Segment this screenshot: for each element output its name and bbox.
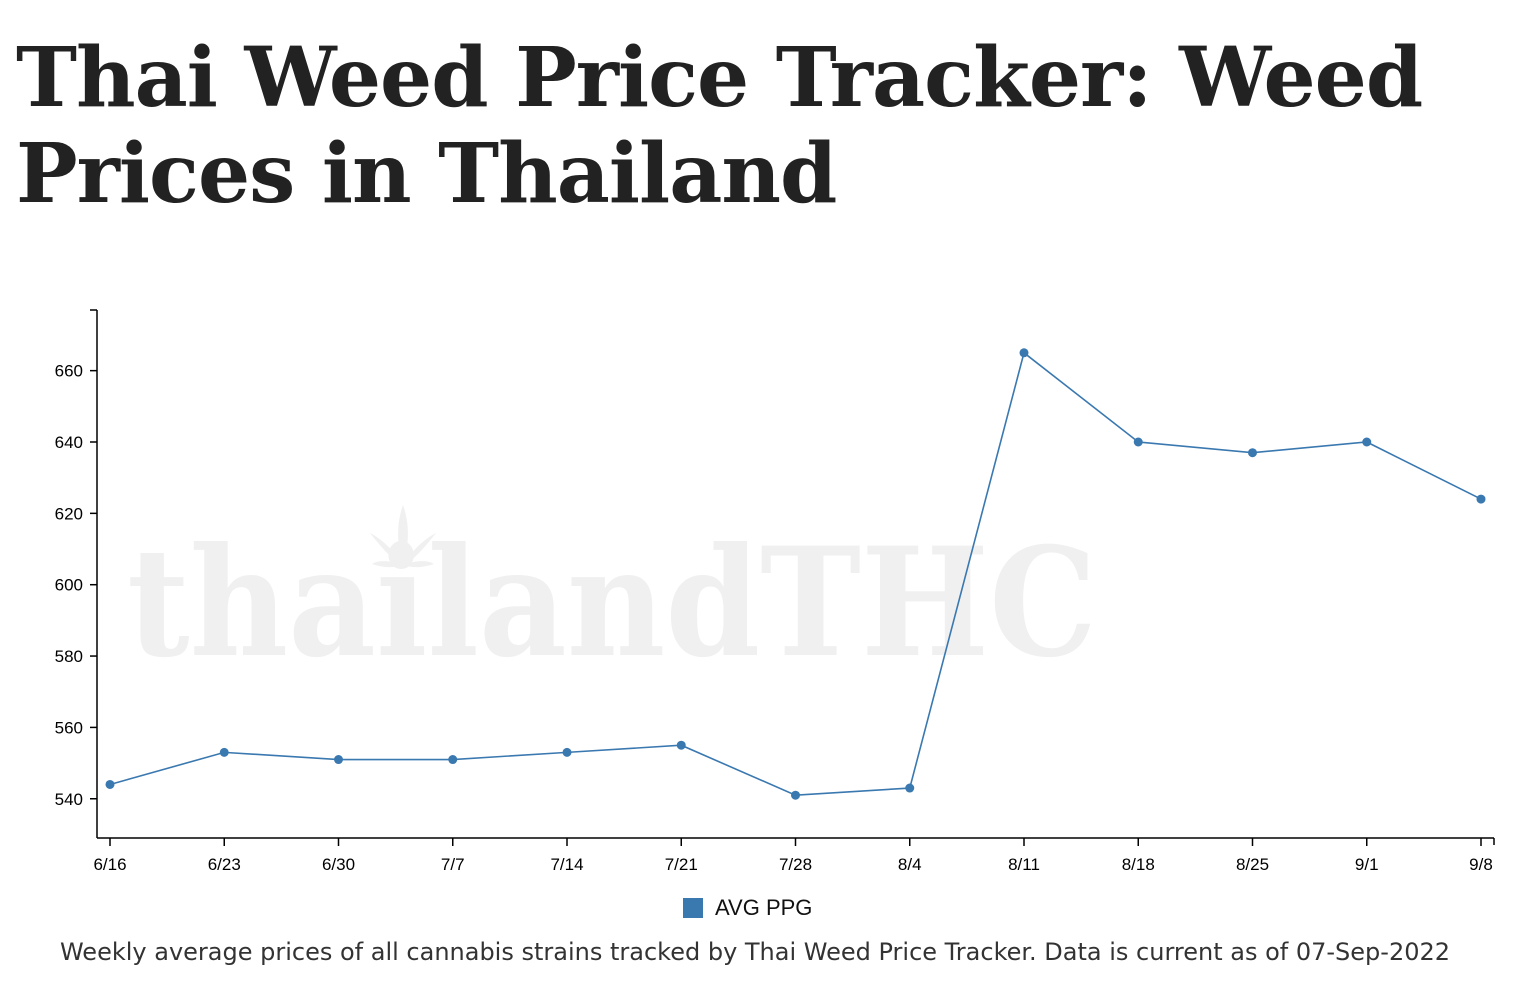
y-tick-label: 580 [55, 647, 83, 666]
y-tick-label: 540 [55, 790, 83, 809]
x-axis: 6/16 6/23 6/30 7/7 7/14 7/21 7/28 8/4 8/11 8/18 8/… [93, 837, 1495, 874]
plot-area [105, 348, 1486, 800]
thailandthc-watermark: thailandTHC [127, 505, 1097, 691]
data-point [1248, 448, 1257, 458]
y-tick-label: 640 [55, 433, 83, 452]
y-tick-label: 600 [55, 576, 83, 595]
data-point [219, 747, 229, 757]
data-point [105, 779, 115, 789]
data-point [1362, 437, 1372, 447]
data-point [562, 747, 572, 757]
page-title: Thai Weed Price Tracker: Weed Prices in … [16, 30, 1423, 222]
x-tick-label: 7/7 [441, 855, 465, 874]
cannabis-leaf-icon [370, 505, 436, 568]
legend-swatch [683, 898, 703, 918]
y-tick-label: 620 [55, 504, 83, 523]
x-tick-label: 6/23 [208, 855, 241, 874]
y-tick-label: 660 [55, 362, 83, 381]
data-point [905, 783, 915, 793]
legend-label: AVG PPG [715, 895, 813, 920]
data-point [1019, 348, 1029, 358]
y-axis: 540 560 580 600 620 640 660 [55, 309, 98, 838]
x-tick-label: 7/14 [550, 855, 583, 874]
data-point [448, 755, 458, 765]
x-tick-label: 9/1 [1355, 855, 1379, 874]
x-tick-label: 6/16 [93, 855, 126, 874]
x-tick-label: 6/30 [322, 855, 355, 874]
x-tick-label: 9/8 [1469, 855, 1493, 874]
data-point [1476, 494, 1486, 504]
watermark-text: thailandTHC [127, 515, 1097, 691]
chart-caption: Weekly average prices of all cannabis st… [59, 938, 1451, 966]
y-tick-label: 560 [55, 718, 83, 737]
data-point [1133, 437, 1143, 447]
x-tick-label: 7/21 [665, 855, 698, 874]
data-point [791, 790, 800, 800]
data-point [334, 755, 343, 765]
x-tick-label: 8/18 [1122, 855, 1155, 874]
legend: AVG PPG [683, 893, 812, 923]
x-tick-label: 8/4 [898, 855, 922, 874]
data-point [676, 740, 686, 750]
x-tick-label: 7/28 [779, 855, 812, 874]
x-tick-label: 8/25 [1236, 855, 1269, 874]
x-tick-label: 8/11 [1008, 855, 1040, 874]
